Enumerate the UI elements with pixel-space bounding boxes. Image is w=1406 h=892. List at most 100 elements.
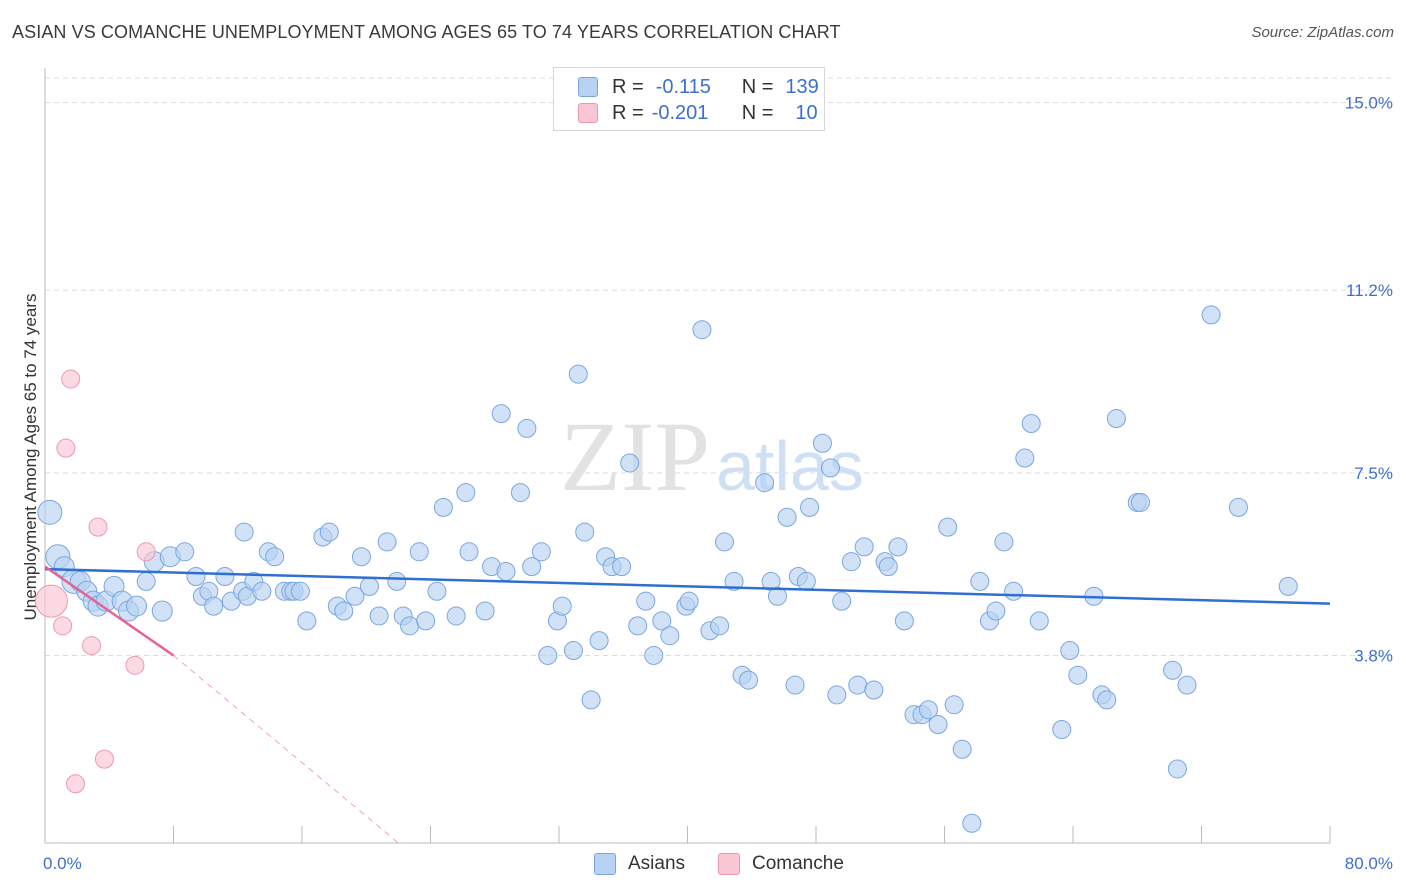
- asian-point: [552, 596, 572, 616]
- comanche-r-label: R =: [612, 101, 644, 124]
- asian-point: [832, 591, 852, 611]
- asian-point: [265, 547, 285, 567]
- asian-point: [409, 542, 429, 562]
- asian-point: [970, 571, 990, 591]
- asian-point: [400, 616, 420, 636]
- y-axis-label: Unemployment Among Ages 65 to 74 years: [21, 294, 40, 621]
- asian-point: [531, 542, 551, 562]
- asian-point: [522, 557, 542, 577]
- asian-point: [589, 631, 609, 651]
- asian-point: [1278, 576, 1298, 596]
- comanche-legend-label: Comanche: [752, 853, 844, 874]
- asian-point: [433, 497, 453, 517]
- asian-point: [446, 606, 466, 626]
- asian-point: [126, 595, 148, 617]
- asian-point: [496, 562, 516, 582]
- asian-point: [612, 557, 632, 577]
- asian-point: [767, 586, 787, 606]
- asian-point: [215, 566, 235, 586]
- asian-point: [660, 626, 680, 646]
- asian-point: [563, 641, 583, 661]
- stats-row-asians: R = -0.115 N = 139: [578, 74, 819, 100]
- asian-point: [796, 571, 816, 591]
- comanche-points: [34, 369, 156, 794]
- comanche-swatch: [578, 103, 598, 123]
- asian-point: [739, 670, 759, 690]
- asian-point: [644, 645, 664, 665]
- asian-point: [175, 542, 195, 562]
- x-tick-label-max: 80.0%: [1345, 854, 1393, 873]
- asians-n-value: 139: [785, 75, 819, 98]
- asian-point: [812, 433, 832, 453]
- asian-points: [37, 305, 1298, 833]
- asian-point: [952, 739, 972, 759]
- asians-n-label: N =: [741, 75, 774, 98]
- asian-point: [994, 532, 1014, 552]
- asian-point: [136, 571, 156, 591]
- stats-row-comanche: R = -0.201 N = 10: [578, 100, 818, 126]
- asian-point: [459, 542, 479, 562]
- asian-point: [888, 537, 908, 557]
- asian-point: [1167, 759, 1187, 779]
- asian-point: [878, 557, 898, 577]
- asian-point: [204, 596, 224, 616]
- asian-point: [517, 418, 537, 438]
- asian-point: [1021, 413, 1041, 433]
- asian-point: [475, 601, 495, 621]
- trend-lines: [44, 565, 1331, 844]
- x-tick-label-min: 0.0%: [43, 854, 82, 873]
- asian-point: [319, 522, 339, 542]
- watermark: ZIP atlas: [560, 401, 864, 512]
- y-tick-label: 11.2%: [1346, 281, 1393, 300]
- asian-point: [620, 453, 640, 473]
- asian-point: [848, 675, 868, 695]
- asian-point: [151, 600, 173, 622]
- asian-point: [918, 700, 938, 720]
- comanche-n-label: N =: [741, 101, 774, 124]
- asian-point: [820, 458, 840, 478]
- asian-point: [854, 537, 874, 557]
- source-label: Source: ZipAtlas.com: [1251, 24, 1394, 41]
- asian-point: [800, 497, 820, 517]
- comanche-r-value: -0.201: [651, 101, 709, 124]
- asians-r-value: -0.115: [655, 75, 711, 98]
- y-tick-label: 7.5%: [1354, 464, 1393, 483]
- asian-point: [581, 690, 601, 710]
- asians-legend-label: Asians: [628, 853, 686, 874]
- asian-point: [369, 606, 389, 626]
- asian-point: [456, 483, 476, 503]
- asian-point: [1052, 719, 1072, 739]
- comanche-point: [88, 517, 108, 537]
- legend-item-comanche[interactable]: Comanche: [718, 852, 844, 876]
- asian-point: [1029, 611, 1049, 631]
- asian-point: [652, 611, 672, 631]
- asian-point: [1060, 641, 1080, 661]
- comanche-point: [56, 438, 76, 458]
- asian-point: [1228, 497, 1248, 517]
- legend-item-asians[interactable]: Asians: [594, 852, 685, 876]
- asian-point: [1163, 660, 1183, 680]
- asian-point: [628, 616, 648, 636]
- asian-point: [785, 675, 805, 695]
- asian-point: [538, 645, 558, 665]
- comanche-n-value: 10: [795, 101, 818, 124]
- asian-point: [938, 517, 958, 537]
- asian-point: [724, 571, 744, 591]
- asian-point: [345, 586, 365, 606]
- asians-r-label: R =: [612, 75, 644, 98]
- asian-point: [755, 473, 775, 493]
- asian-point: [416, 611, 436, 631]
- watermark-atlas: atlas: [716, 427, 864, 505]
- stats-legend: R = -0.115 N = 139 R = -0.201 N = 10: [553, 67, 825, 131]
- asian-point: [186, 566, 206, 586]
- asian-point: [510, 483, 530, 503]
- asians-legend-swatch: [594, 853, 616, 875]
- asian-point: [1015, 448, 1035, 468]
- asian-point: [679, 591, 699, 611]
- asian-point: [928, 715, 948, 735]
- asian-point: [1004, 581, 1024, 601]
- asian-point: [1106, 409, 1126, 429]
- asian-point: [568, 364, 588, 384]
- asian-point: [962, 813, 982, 833]
